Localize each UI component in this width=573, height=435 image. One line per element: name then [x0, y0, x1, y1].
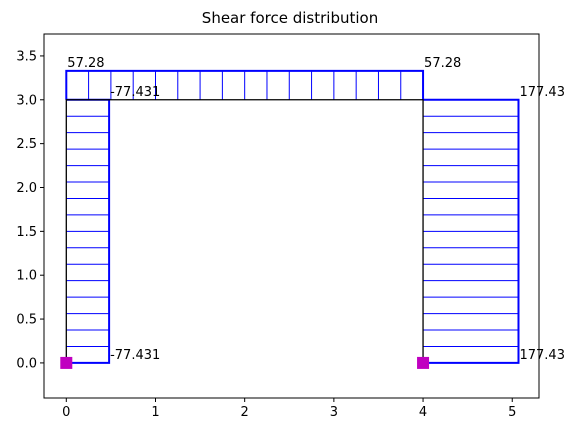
chart-title: Shear force distribution [202, 9, 378, 27]
x-tick-label: 2 [241, 405, 249, 420]
plot-area: 57.28 57.28 -77.431 -77.431 177.43 177.43 [60, 56, 565, 369]
beam-diagram-outline [65, 69, 425, 100]
right-column-diagram-outline [423, 98, 520, 364]
y-tick-label: 3.0 [16, 93, 37, 108]
x-tick-label: 5 [508, 405, 516, 420]
value-annotation: -77.431 [110, 348, 160, 363]
y-tick-label: 0.0 [16, 356, 37, 371]
value-annotation: 177.43 [519, 348, 565, 363]
axes: 0 1 2 3 4 5 0.0 0.5 1.0 1.5 2.0 2.5 3.0 3.5 [16, 33, 540, 420]
value-annotation: 57.28 [424, 56, 461, 71]
y-tick-label: 0.5 [16, 313, 37, 328]
x-tick-label: 4 [419, 405, 427, 420]
support-marker [417, 356, 430, 369]
frame-structure [65, 99, 424, 363]
y-tick-label: 1.0 [16, 269, 37, 284]
x-tick-label: 1 [151, 405, 159, 420]
axes-frame [43, 33, 540, 399]
value-annotation: 177.43 [519, 85, 565, 100]
value-annotation: 57.28 [67, 56, 104, 71]
support-marker [60, 356, 73, 369]
x-tick-label: 0 [62, 405, 70, 420]
x-tick-label: 3 [330, 405, 338, 420]
y-tick-label: 1.5 [16, 225, 37, 240]
value-annotation: -77.431 [110, 85, 160, 100]
y-tick-label: 3.5 [16, 49, 37, 64]
y-tick-label: 2.5 [16, 137, 37, 152]
y-tick-label: 2.0 [16, 181, 37, 196]
